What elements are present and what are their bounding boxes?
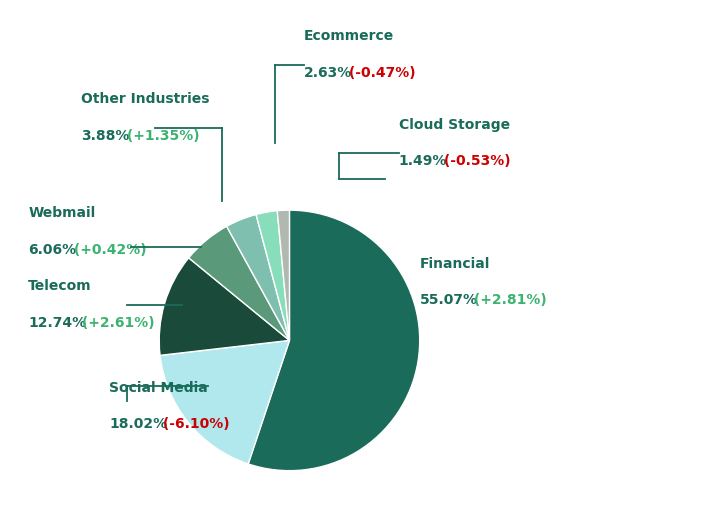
Text: (+2.61%): (+2.61%): [77, 316, 155, 330]
Text: 2.63%: 2.63%: [304, 66, 352, 80]
Text: Social Media: Social Media: [109, 380, 208, 394]
Wedge shape: [189, 227, 289, 341]
Text: (-0.47%): (-0.47%): [345, 66, 416, 80]
Text: Webmail: Webmail: [28, 206, 95, 220]
Text: 3.88%: 3.88%: [81, 129, 130, 143]
Text: 18.02%: 18.02%: [109, 417, 167, 431]
Text: (-0.53%): (-0.53%): [439, 154, 511, 168]
Wedge shape: [249, 211, 419, 471]
Text: 1.49%: 1.49%: [399, 154, 448, 168]
Wedge shape: [227, 215, 289, 341]
Text: (+1.35%): (+1.35%): [122, 129, 199, 143]
Wedge shape: [277, 211, 289, 341]
Text: (+2.81%): (+2.81%): [469, 293, 546, 307]
Text: 6.06%: 6.06%: [28, 242, 76, 257]
Text: 55.07%: 55.07%: [420, 293, 478, 307]
Wedge shape: [256, 211, 289, 341]
Text: Ecommerce: Ecommerce: [304, 29, 394, 43]
Text: Other Industries: Other Industries: [81, 92, 210, 106]
Wedge shape: [160, 259, 289, 356]
Wedge shape: [160, 341, 289, 464]
Text: (+0.42%): (+0.42%): [69, 242, 146, 257]
Text: 12.74%: 12.74%: [28, 316, 86, 330]
Text: Cloud Storage: Cloud Storage: [399, 117, 510, 131]
Text: Financial: Financial: [420, 256, 491, 270]
Text: Telecom: Telecom: [28, 279, 92, 293]
Text: (-6.10%): (-6.10%): [158, 417, 229, 431]
